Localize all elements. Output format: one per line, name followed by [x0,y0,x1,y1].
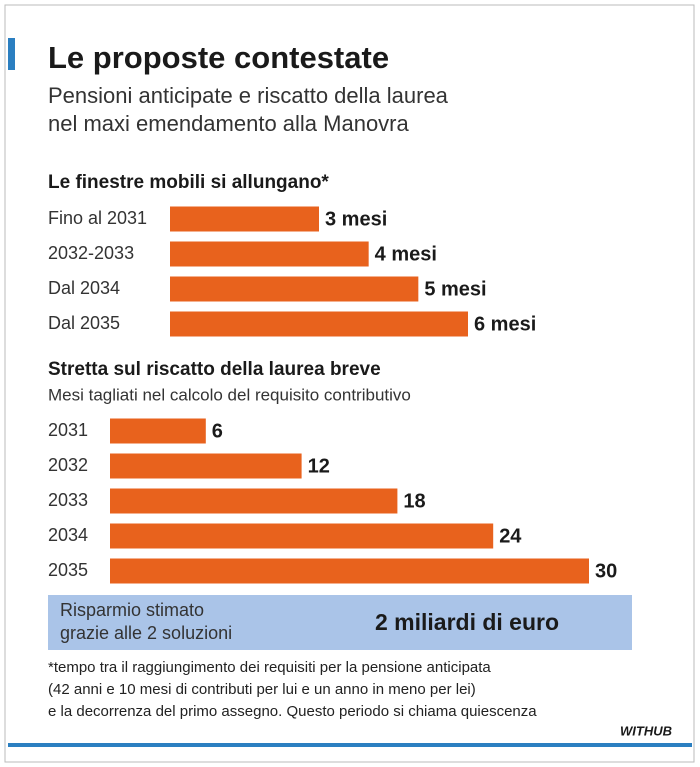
category-label: Dal 2034 [48,278,120,298]
bar [110,488,398,514]
bar [170,206,319,232]
value-label: 6 mesi [474,313,536,335]
chart-title: Stretta sul riscatto della laurea breve [48,359,381,380]
value-label: 5 mesi [424,278,486,300]
accent-bar [8,38,15,70]
bar [170,311,468,337]
callout-box [48,595,632,650]
category-label: Fino al 2031 [48,208,147,228]
category-label: 2035 [48,560,88,580]
category-label: Dal 2035 [48,313,120,333]
title: Le proposte contestate [48,40,389,75]
bar [110,453,302,479]
bar [170,241,369,267]
category-label: 2034 [48,525,88,545]
value-label: 18 [403,490,425,512]
footnote: e la decorrenza del primo assegno. Quest… [48,703,537,720]
callout-label: grazie alle 2 soluzioni [60,623,232,643]
callout-value: 2 miliardi di euro [375,609,559,635]
value-label: 30 [595,560,617,582]
value-label: 4 mesi [375,243,437,265]
value-label: 24 [499,525,522,547]
category-label: 2032-2033 [48,243,134,263]
source: WITHUB [620,723,672,738]
value-label: 12 [308,455,330,477]
subtitle: nel maxi emendamento alla Manovra [48,111,410,136]
bar [110,558,589,584]
chart-title: Le finestre mobili si allungano* [48,172,329,193]
bar [110,523,494,549]
chart-subtitle: Mesi tagliati nel calcolo del requisito … [48,385,411,404]
category-label: 2032 [48,455,88,475]
category-label: 2031 [48,420,88,440]
callout-label: Risparmio stimato [60,600,204,620]
value-label: 6 [212,420,223,442]
subtitle: Pensioni anticipate e riscatto della lau… [48,83,449,108]
value-label: 3 mesi [325,208,387,230]
bar [170,276,419,302]
footnote: *tempo tra il raggiungimento dei requisi… [48,659,491,676]
footnote: (42 anni e 10 mesi di contributi per lui… [48,681,476,698]
category-label: 2033 [48,490,88,510]
bottom-rule [8,743,692,747]
bar [110,418,206,444]
